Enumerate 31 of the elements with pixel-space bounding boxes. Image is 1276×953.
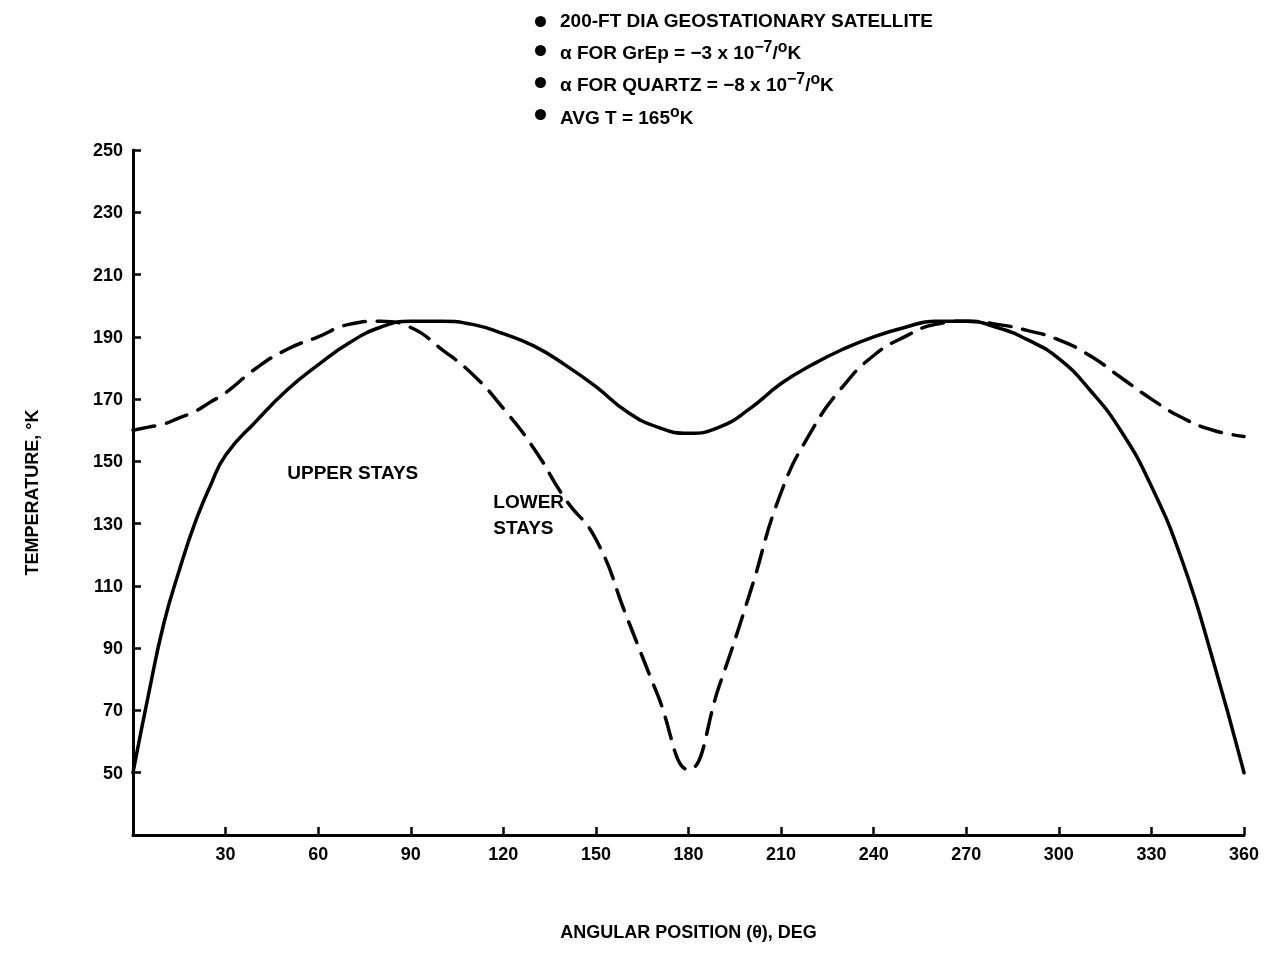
x-tick-label: 240 [858, 844, 889, 864]
x-axis-title: ANGULAR POSITION (θ), DEG [560, 922, 817, 942]
text: α FOR QUARTZ = −8 x 10$^{−7}$/$^{o}$K [560, 69, 834, 98]
text: UPPER STAYS [287, 462, 419, 484]
y-tick-label: 50 [102, 762, 123, 783]
x-tick-label: 90 [400, 844, 421, 864]
x-tick-label: 120 [488, 844, 519, 864]
y-tick-label: 90 [102, 638, 123, 659]
y-tick-label: 210 [92, 264, 123, 285]
y-axis-title: TEMPERATURE, °K [22, 409, 42, 576]
x-tick-label: 360 [1228, 844, 1260, 864]
x-tick-label: 180 [673, 844, 704, 864]
x-tick-label: 300 [1043, 844, 1074, 864]
y-tick-label: 170 [92, 389, 123, 410]
y-tick-label: 230 [92, 202, 123, 223]
x-tick-label: 210 [766, 844, 797, 864]
y-tick-label: 150 [92, 451, 123, 472]
y-tick-label: 190 [92, 326, 123, 347]
y-tick-label: 130 [92, 513, 123, 534]
x-tick-label: 60 [308, 844, 329, 864]
y-tick-label: 250 [92, 140, 123, 160]
text: 200-FT DIA GEOSTATIONARY SATELLITE [560, 9, 933, 33]
series-label: LOWER STAYS [493, 490, 565, 538]
y-tick-label: 110 [93, 575, 123, 596]
text: α FOR GrEp = −3 x 10$^{−7}$/$^{o}$K [560, 37, 802, 66]
x-tick-label: 30 [215, 844, 236, 864]
y-tick-label: 70 [102, 700, 123, 721]
x-tick-label: 270 [951, 844, 982, 864]
text: AVG T = 165$^{o}$K [560, 101, 694, 130]
x-tick-label: 330 [1136, 844, 1167, 864]
x-tick-label: 150 [580, 844, 611, 864]
